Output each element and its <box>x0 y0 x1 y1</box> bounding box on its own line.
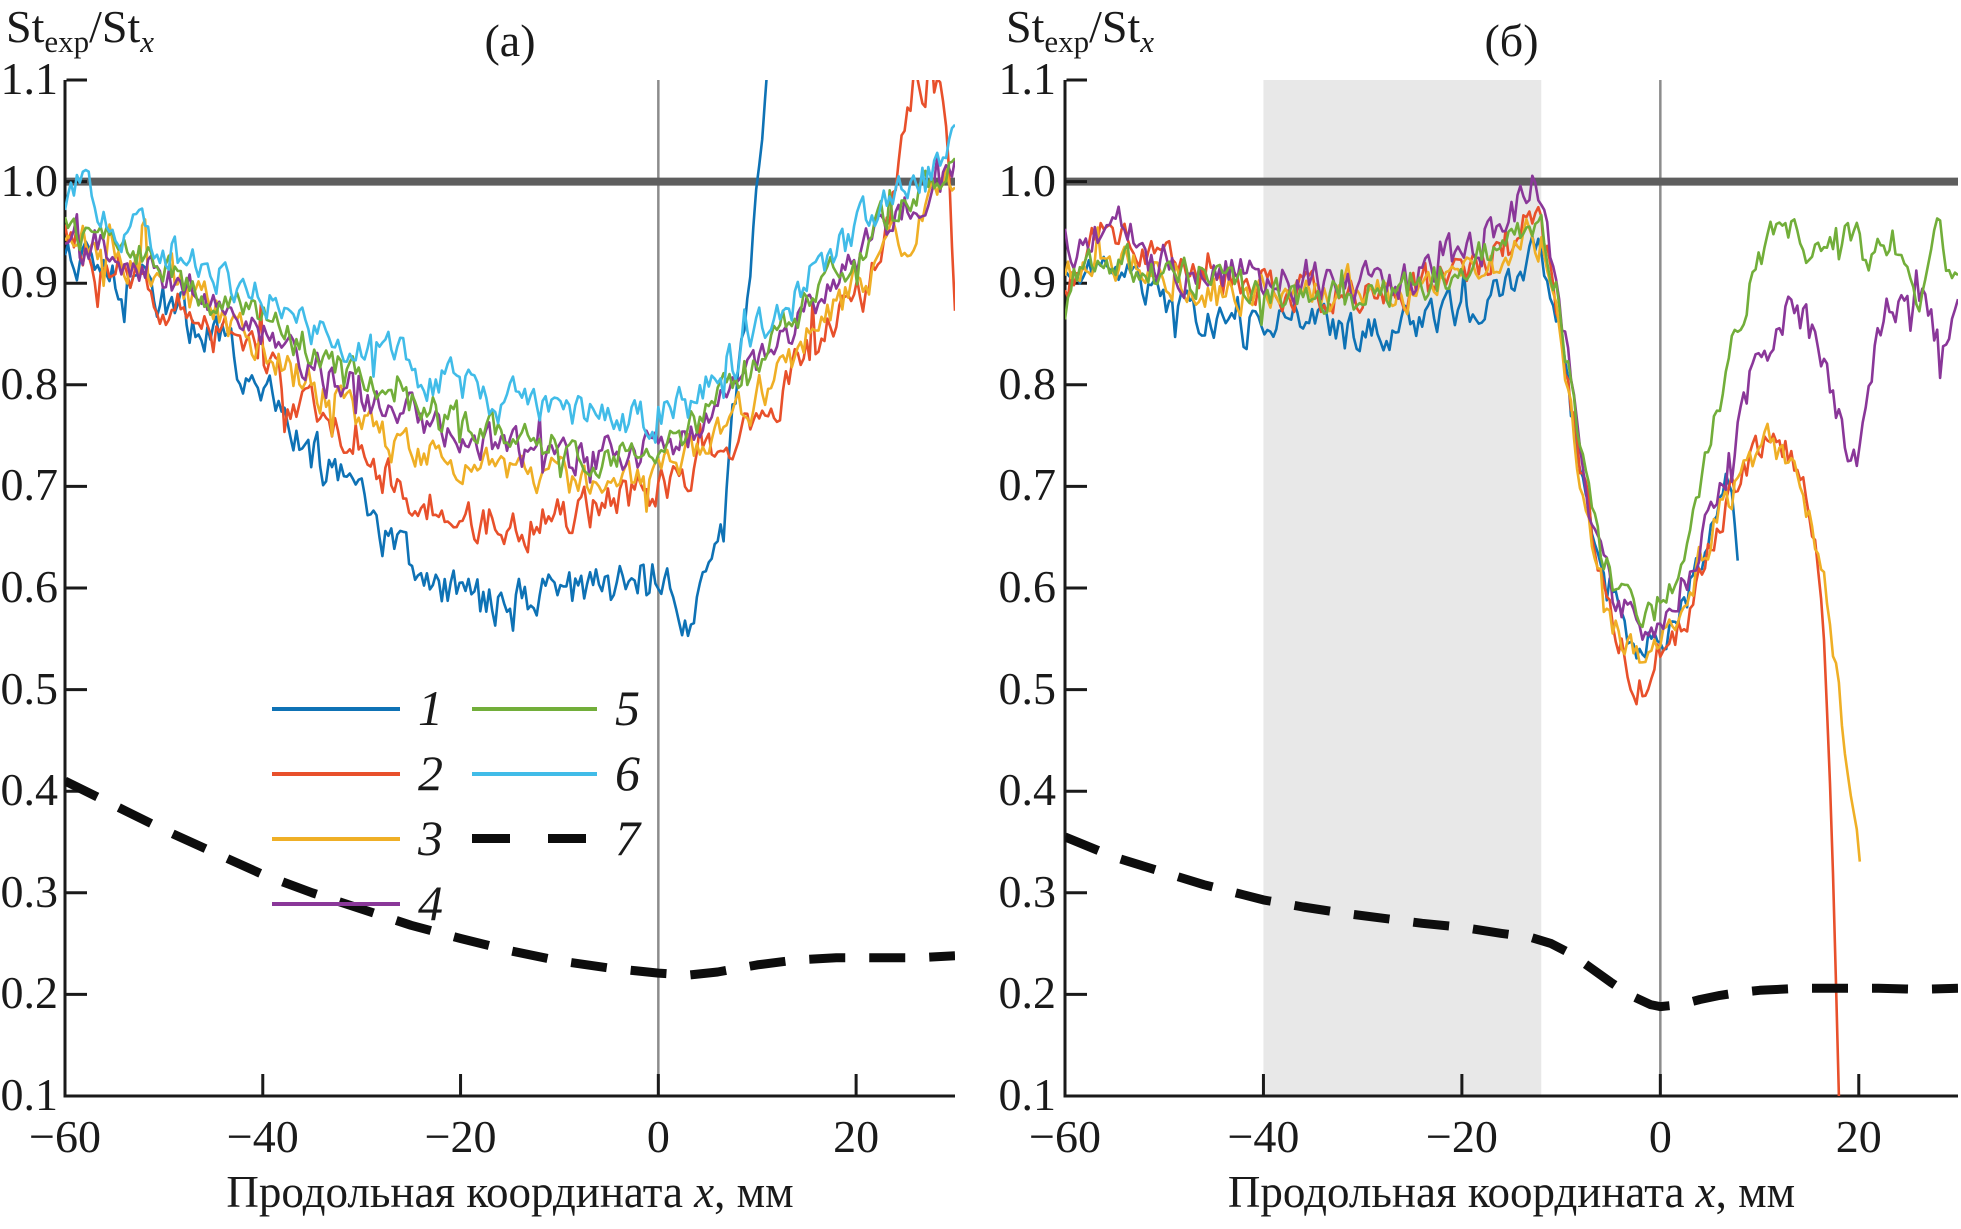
x-axis-label: Продольная координата x, мм <box>1065 1166 1958 1218</box>
y-tick-label: 0.3 <box>0 865 59 917</box>
legend-item-2: 2 <box>272 741 443 806</box>
legend-line-swatch <box>272 771 400 776</box>
panel-title: (б) <box>1484 15 1539 66</box>
legend-line-swatch <box>272 836 400 841</box>
legend-label-7: 7 <box>615 810 640 866</box>
y-tick-label: 0.8 <box>0 357 59 409</box>
x-tick-label: 20 <box>833 1111 880 1162</box>
y-tick-label: 0.9 <box>0 256 59 308</box>
series-5-curve <box>1065 213 1958 629</box>
x-tick-label: 0 <box>1648 1111 1672 1162</box>
series-1-curve <box>65 80 768 638</box>
series-3-curve <box>1065 217 1862 862</box>
panel-title: (а) <box>484 15 536 66</box>
y-axis-quantity-label: Stexp/Stx <box>1006 0 1154 60</box>
x-axis-label: Продольная координата x, мм <box>65 1166 955 1218</box>
x-tick-label: 20 <box>1835 1111 1882 1162</box>
x-axis-label-variable: x <box>694 1167 715 1217</box>
y-tick-label: 0.7 <box>0 459 59 511</box>
legend-dashed-line-swatch <box>472 834 597 843</box>
legend-label-5: 5 <box>615 680 640 736</box>
series-2-curve <box>65 80 955 554</box>
legend-label-6: 6 <box>615 745 640 801</box>
x-tick-label: −60 <box>29 1111 101 1162</box>
x-tick-label: −20 <box>1425 1111 1498 1162</box>
y-tick-label: 1.1 <box>998 53 1057 104</box>
st-sub-exp: exp <box>1044 24 1090 59</box>
y-axis-quantity-label: Stexp/Stx <box>6 0 154 60</box>
legend-item-3: 3 <box>272 806 443 871</box>
y-tick-label: 0.2 <box>0 967 59 1019</box>
y-tick-label: 0.6 <box>0 561 59 612</box>
legend-item-5: 5 <box>472 676 640 741</box>
y-tick-label: 0.1 <box>0 1069 59 1120</box>
legend-item-6: 6 <box>472 741 640 806</box>
x-tick-label: 0 <box>646 1111 670 1162</box>
x-tick-label: −20 <box>424 1111 497 1162</box>
y-tick-label: 1.0 <box>0 154 59 206</box>
y-tick-label: 0.9 <box>998 256 1057 308</box>
st-base: St <box>1006 1 1045 52</box>
shaded-measurement-band <box>1263 80 1542 1096</box>
y-tick-label: 0.4 <box>0 764 59 816</box>
legend-label-3: 3 <box>418 810 443 866</box>
x-tick-label: −60 <box>1029 1111 1101 1162</box>
legend-column: 5 6 7 <box>472 676 640 871</box>
st-sub-x: x <box>140 24 155 59</box>
x-tick-label: −40 <box>226 1111 299 1162</box>
y-tick-label: 0.8 <box>998 357 1057 409</box>
series-3-curve <box>65 164 955 513</box>
st-base2: /St <box>1089 1 1141 52</box>
x-axis-label-text: Продольная координата <box>226 1167 695 1217</box>
legend-item-4: 4 <box>272 871 443 936</box>
legend-line-swatch <box>272 706 400 711</box>
y-tick-label: 0.1 <box>998 1069 1057 1120</box>
legend-item-7: 7 <box>472 806 640 871</box>
series-4-curve <box>1065 174 1958 642</box>
x-axis-label-text: Продольная координата <box>1227 1167 1696 1217</box>
y-tick-label: 1.1 <box>0 53 59 104</box>
legend-label-2: 2 <box>418 745 443 801</box>
legend-line-swatch <box>472 706 597 711</box>
x-axis-label-units: , мм <box>1715 1167 1796 1217</box>
y-tick-label: 0.5 <box>998 662 1057 714</box>
y-tick-label: 0.7 <box>998 459 1057 511</box>
series-1-curve <box>1065 234 1739 660</box>
axis-frame <box>63 80 955 1098</box>
st-base: St <box>6 1 45 52</box>
x-axis-label-variable: x <box>1695 1167 1716 1217</box>
y-tick-label: 0.2 <box>998 967 1057 1019</box>
legend-line-swatch <box>472 771 597 776</box>
legend-label-4: 4 <box>418 875 443 931</box>
legend-label-1: 1 <box>418 680 443 736</box>
st-sub-exp: exp <box>44 24 90 59</box>
y-tick-label: 0.4 <box>998 764 1057 816</box>
y-tick-label: 0.3 <box>998 865 1057 917</box>
series-5-curve <box>65 157 955 479</box>
st-sub-x: x <box>1140 24 1155 59</box>
series-7-curve <box>65 776 955 980</box>
y-tick-label: 0.5 <box>0 662 59 714</box>
legend-item-1: 1 <box>272 676 443 741</box>
legend-column: 1 2 3 4 <box>272 676 443 936</box>
axis-frame <box>1063 80 1958 1098</box>
st-base2: /St <box>89 1 141 52</box>
series-7-curve <box>1065 832 1958 1012</box>
x-tick-label: −40 <box>1227 1111 1300 1162</box>
y-tick-label: 1.0 <box>998 154 1057 206</box>
series-6-curve <box>65 123 955 444</box>
y-tick-label: 0.6 <box>998 561 1057 612</box>
legend-line-swatch <box>272 901 400 906</box>
x-axis-label-units: , мм <box>714 1167 794 1217</box>
